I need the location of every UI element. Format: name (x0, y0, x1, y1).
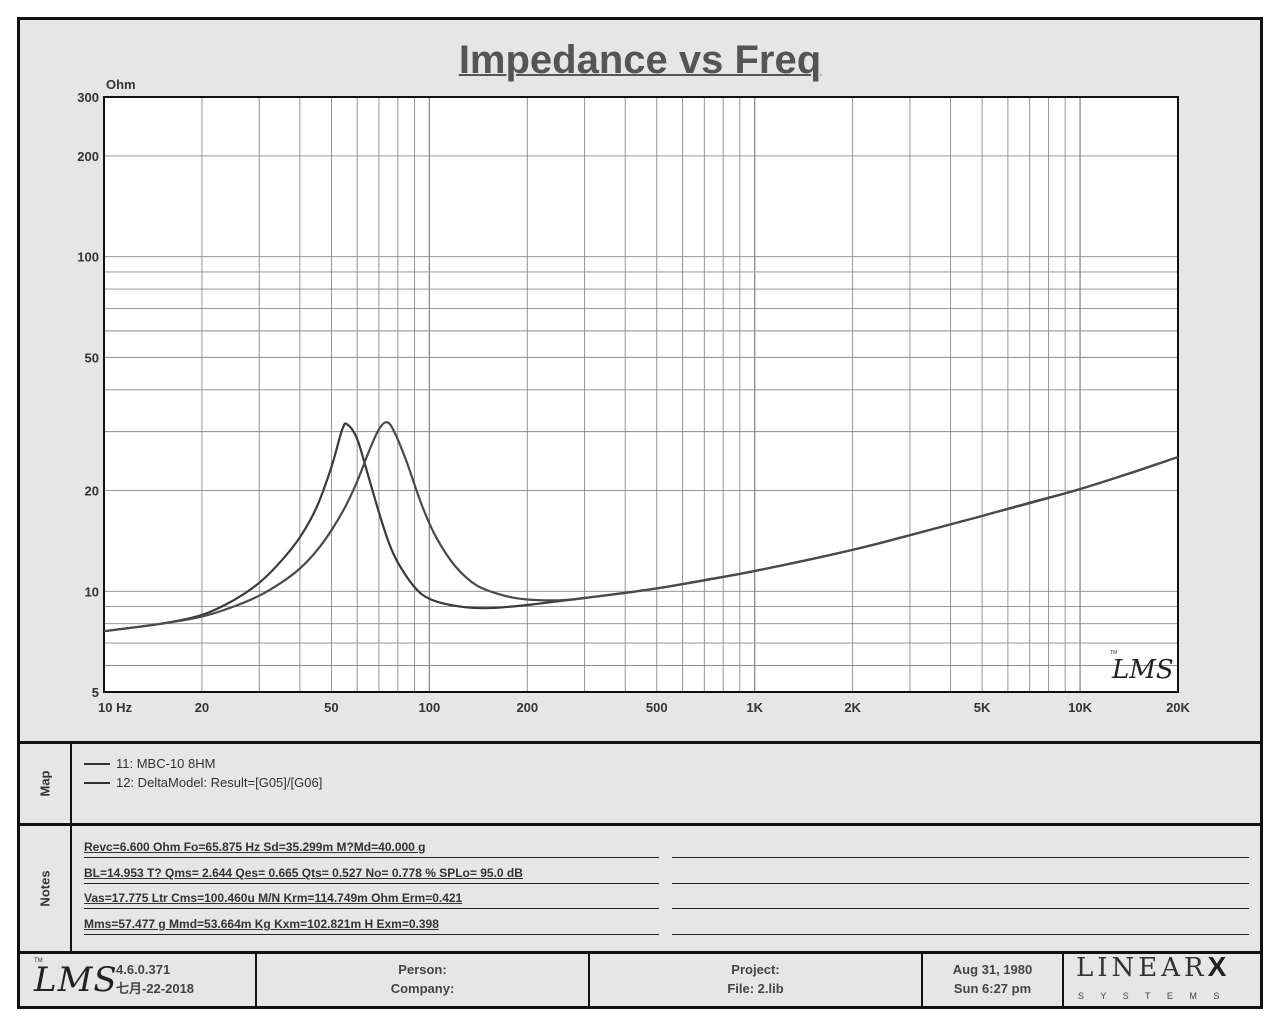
version: 4.6.0.371 (116, 962, 171, 977)
report-frame: Impedance vs Freq Ohm 5 10 20 50 100 200 300 10 … (17, 17, 1263, 1009)
divider (20, 823, 1260, 826)
divider (20, 951, 1260, 954)
build-date: 七月-22-2018 (116, 981, 195, 996)
note-blank-2 (672, 865, 1249, 884)
plot-area (104, 97, 1178, 692)
y-tick-label: 100 (77, 250, 99, 265)
tm-mark: TM (34, 958, 43, 964)
brand-name: LINEAR (1076, 953, 1208, 983)
brand-x: X (1207, 951, 1227, 982)
report-time: Sun 6:27 pm (953, 981, 1032, 996)
x-tick-label: 20K (1166, 700, 1190, 715)
brand-logo: LINEARX (1076, 953, 1226, 982)
x-tick-label: 100 (419, 700, 441, 715)
legend-label: 11: MBC-10 8HM (116, 756, 216, 771)
y-axis-label: Ohm (106, 77, 136, 92)
brand-sub: S Y S T E M S (1078, 991, 1227, 1001)
legend-swatch (84, 781, 110, 784)
footer-project-cell: Project: File: 2.lib (590, 954, 923, 1006)
notes-panel: Notes Revc=6.600 Ohm Fo=65.875 Hz Sd=35.… (20, 826, 1260, 951)
x-tick-label: 200 (516, 700, 538, 715)
lms-watermark: LMS (1111, 655, 1174, 685)
map-panel: Map 11: MBC-10 8HM 12: DeltaModel: Resul… (20, 744, 1260, 823)
footer-brand-cell: LINEARX S Y S T E M S (1064, 953, 1260, 1006)
series-line-2 (103, 421, 1179, 633)
y-tick-label: 200 (77, 149, 99, 164)
lms-logo: LMS (34, 960, 118, 1000)
chart-title: Impedance vs Freq (458, 38, 822, 82)
notes-label: Notes (37, 870, 53, 907)
y-tick-label: 50 (85, 350, 99, 365)
legend-swatch (84, 762, 110, 765)
legend-label: 12: DeltaModel: Result=[G05]/[G06] (116, 775, 323, 790)
y-tick-label: 300 (77, 90, 99, 105)
x-tick-label: 500 (646, 700, 668, 715)
map-side-label: Map (20, 744, 72, 823)
person-label: Person: (398, 962, 447, 977)
x-tick-label: 20 (195, 700, 209, 715)
note-line-3: Vas=17.775 Ltr Cms=100.460u M/N Krm=114.… (84, 890, 659, 909)
footer-date-cell: Aug 31, 1980 Sun 6:27 pm (923, 954, 1064, 1006)
legend-entry-1: 11: MBC-10 8HM (84, 756, 215, 771)
note-line-4: Mms=57.477 g Mmd=53.664m Kg Kxm=102.821m… (84, 916, 659, 935)
divider (20, 741, 1260, 744)
legend-entry-2: 12: DeltaModel: Result=[G05]/[G06] (84, 775, 322, 790)
y-tick-label: 10 (85, 584, 99, 599)
note-line-1: Revc=6.600 Ohm Fo=65.875 Hz Sd=35.299m M… (84, 839, 659, 858)
report-date: Aug 31, 1980 (952, 962, 1033, 977)
x-tick-label: 50 (324, 700, 338, 715)
map-label: Map (37, 770, 53, 797)
plot-border (103, 96, 1179, 693)
file-label: File: 2.lib (727, 981, 784, 996)
watermark-tm: TM (1110, 650, 1117, 656)
y-tick-label: 5 (92, 685, 99, 700)
note-blank-3 (672, 890, 1249, 909)
company-label: Company: (390, 981, 455, 996)
x-tick-label: 5K (974, 700, 991, 715)
y-tick-label: 20 (85, 484, 99, 499)
project-label: Project: (731, 962, 780, 977)
footer-person-cell: Person: Company: (257, 954, 590, 1006)
chart-panel: Impedance vs Freq Ohm 5 10 20 50 100 200 300 10 … (20, 20, 1260, 741)
x-tick-label: 1K (746, 700, 763, 715)
note-blank-1 (672, 839, 1249, 858)
impedance-chart: Ohm 5 10 20 50 100 200 300 10 Hz 20 50 100 200 500 1K 2… (77, 77, 1190, 715)
notes-side-label: Notes (20, 826, 72, 951)
footer: LMS TM 4.6.0.371 七月-22-2018 Person: Comp… (20, 953, 1260, 1006)
footer-logo-cell: LMS TM 4.6.0.371 七月-22-2018 (20, 954, 257, 1006)
note-blank-4 (672, 916, 1249, 935)
x-tick-label: 2K (844, 700, 861, 715)
x-tick-label: 10K (1068, 700, 1092, 715)
x-tick-label: 10 Hz (98, 700, 132, 715)
note-line-2: BL=14.953 T? Qms= 2.644 Qes= 0.665 Qts= … (84, 865, 659, 884)
